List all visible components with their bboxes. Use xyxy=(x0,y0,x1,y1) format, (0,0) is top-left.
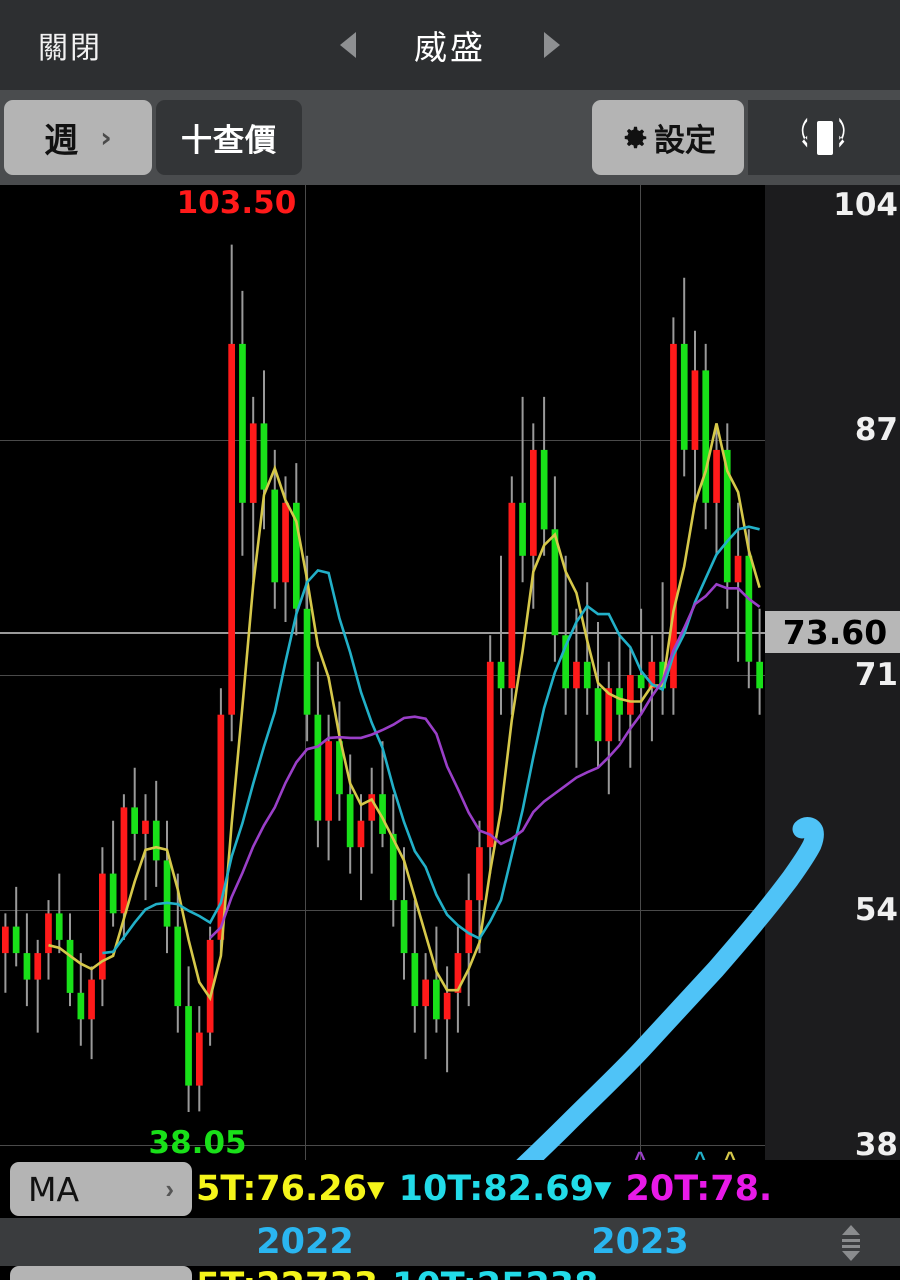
vol-settings-button[interactable] xyxy=(10,1266,192,1280)
ma-settings-button[interactable]: MA › xyxy=(10,1162,192,1216)
ma-values: 5T:76.26▾ 10T:82.69▾ 20T:78.10 xyxy=(196,1160,776,1218)
gridline-horizontal xyxy=(0,1145,765,1146)
vol-value: 10T:25238 xyxy=(392,1266,598,1280)
y-tick-label: 87 xyxy=(854,412,898,448)
gridline-horizontal xyxy=(0,440,765,441)
cursor-price-tag: 73.60 xyxy=(765,611,900,653)
close-button[interactable]: 關閉 xyxy=(38,31,102,66)
time-axis: 2022 2023 xyxy=(0,1218,900,1266)
symbol-navigator: 威盛 xyxy=(0,0,900,90)
navigation-bar: 關閉 威盛 xyxy=(0,0,900,90)
candles-layer xyxy=(2,244,763,1112)
ma-value: 10T:82.69▾ xyxy=(398,1169,612,1209)
volume-indicator-row: 5T:22733 10T:25238 xyxy=(0,1266,900,1280)
x-tick-label: 2023 xyxy=(591,1222,689,1262)
y-tick-label: 71 xyxy=(854,657,898,693)
ma-indicator-row: MA › 5T:76.26▾ 10T:82.69▾ 20T:78.10 xyxy=(0,1160,900,1218)
chart-toolbar: 週 › 十查價 設定 xyxy=(0,90,900,185)
vol-values: 5T:22733 10T:25238 xyxy=(196,1266,613,1280)
page-title: 威盛 xyxy=(414,28,486,67)
cursor-price-line xyxy=(0,632,765,634)
price-axis[interactable]: 104 87 71 54 38 xyxy=(765,185,900,1165)
gridline-horizontal xyxy=(0,675,765,676)
rotate-screen-icon xyxy=(793,115,855,161)
period-label: 週 xyxy=(44,121,79,161)
vol-value: 5T:22733 xyxy=(196,1266,378,1280)
x-tick-label: 2022 xyxy=(256,1222,354,1262)
candlestick-chart[interactable]: 103.50 38.05 ^ ^ ^ xyxy=(0,185,765,1165)
gear-icon xyxy=(620,123,650,153)
high-price-label: 103.50 xyxy=(176,185,297,221)
ma-label: MA xyxy=(28,1169,80,1209)
gridline-horizontal xyxy=(0,910,765,911)
rotate-screen-button[interactable] xyxy=(748,100,900,175)
y-tick-label: 38 xyxy=(854,1127,898,1163)
settings-button[interactable]: 設定 xyxy=(592,100,744,175)
settings-label: 設定 xyxy=(654,123,716,159)
ma-value: 5T:76.26▾ xyxy=(196,1169,385,1209)
add-quote-button[interactable]: 十查價 xyxy=(156,100,302,175)
period-selector-button[interactable]: 週 › xyxy=(4,100,152,175)
low-price-label: 38.05 xyxy=(148,1125,247,1161)
ma-value: 20T:78.10 xyxy=(625,1169,776,1209)
chevron-right-icon: › xyxy=(165,1173,174,1204)
y-tick-label: 104 xyxy=(833,187,898,223)
y-tick-label: 54 xyxy=(854,892,898,928)
chevron-right-icon[interactable] xyxy=(544,32,560,58)
chevron-left-icon[interactable] xyxy=(340,32,356,58)
resize-vertical-icon[interactable] xyxy=(836,1224,866,1262)
chevron-right-icon: › xyxy=(100,121,112,154)
